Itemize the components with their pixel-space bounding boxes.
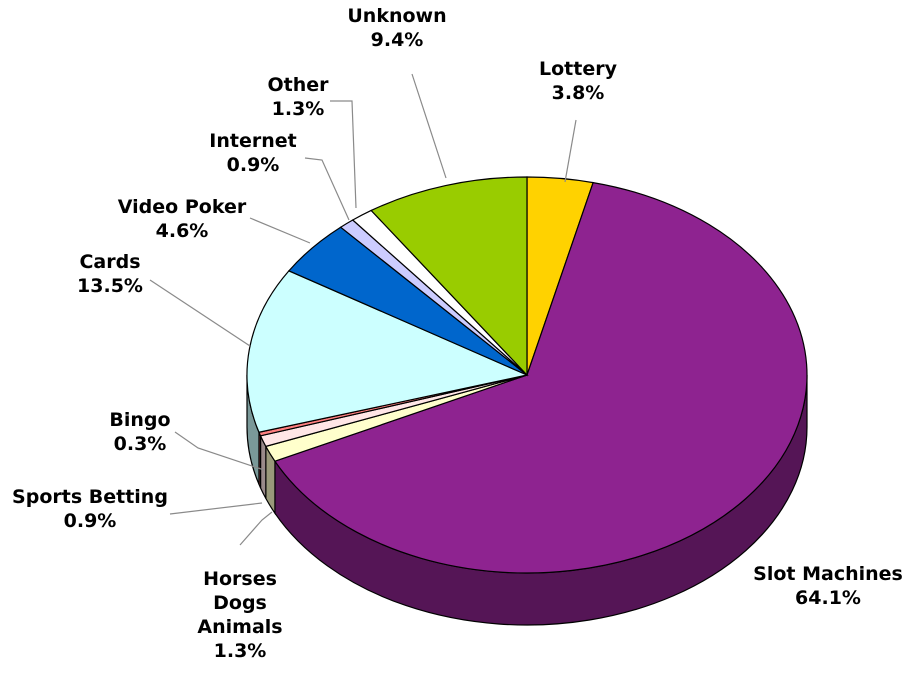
slice-value-label: 3.8% [552, 82, 605, 104]
slice-cards-label: Cards 13.5% [77, 251, 143, 297]
slice-cards-leader [149, 279, 251, 347]
slice-horses-leader [239, 511, 273, 546]
slice-name-label: Horses [203, 568, 277, 590]
slice-name-label: Slot Machines [753, 563, 903, 585]
slice-cards [246, 270, 529, 433]
slice-bingo-label: Bingo 0.3% [109, 409, 170, 455]
slice-name-label: Other [267, 74, 329, 96]
slice-internet-label: Internet 0.9% [209, 130, 296, 176]
slice-name-label: Lottery [539, 58, 618, 80]
slice-value-label: 13.5% [77, 275, 143, 297]
slice-lottery-leader [564, 119, 577, 183]
slice-name-label: Video Poker [118, 196, 247, 218]
slice-value-label: 64.1% [795, 587, 861, 609]
slice-name-label: Dogs [213, 592, 267, 614]
slice-sports-betting-label: Sports Betting 0.9% [12, 486, 168, 532]
slice-value-label: 1.3% [214, 640, 267, 662]
slice-name-label: Cards [79, 251, 140, 273]
slice-other-label: Other 1.3% [267, 74, 329, 120]
slice-labels: Lottery 3.8% Slot Machines 64.1% Horses Dogs A… [12, 5, 903, 662]
slice-value-label: 0.9% [227, 154, 280, 176]
slice-unknown-label: Unknown 9.4% [347, 5, 446, 51]
slice-name-label: Unknown [347, 5, 446, 27]
slice-value-label: 1.3% [272, 98, 325, 120]
slice-internet-leader [304, 157, 350, 221]
slice-horses-label: Horses Dogs Animals 1.3% [197, 568, 282, 662]
slice-value-label: 9.4% [371, 29, 424, 51]
slice-name-label: Animals [197, 616, 282, 638]
slice-unknown-leader [411, 73, 447, 179]
slice-name-label: Bingo [109, 409, 170, 431]
leader-lines [149, 73, 577, 546]
slice-bingo-leader [174, 431, 265, 471]
slice-name-label: Internet [209, 130, 296, 152]
slice-value-label: 0.3% [114, 433, 167, 455]
slice-slot-machines [273, 181, 808, 574]
slice-lottery-label: Lottery 3.8% [539, 58, 618, 104]
slice-video-poker-label: Video Poker 4.6% [118, 196, 247, 242]
pie-slices [246, 176, 808, 574]
slice-slot-machines-label: Slot Machines 64.1% [753, 563, 903, 609]
slice-unknown [370, 176, 528, 377]
slice-value-label: 4.6% [156, 220, 209, 242]
slice-name-label: Sports Betting [12, 486, 168, 508]
slice-video-poker-leader [249, 217, 311, 244]
slice-sports-betting-leader [169, 502, 263, 515]
slice-other-leader [330, 100, 357, 209]
slice-value-label: 0.9% [64, 510, 117, 532]
